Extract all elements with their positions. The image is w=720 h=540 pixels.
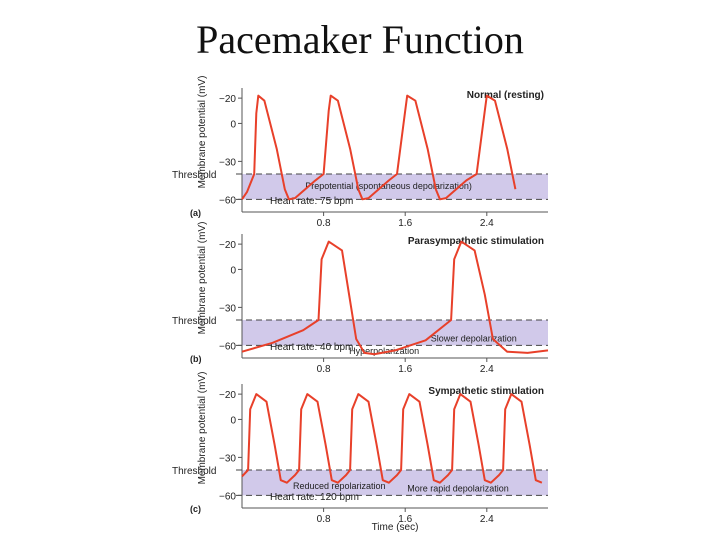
y-axis-label: Membrane potential (mV): [197, 76, 208, 189]
y-tick-label: −20: [219, 390, 236, 401]
y-tick-label: 0: [230, 119, 236, 130]
y-tick-label: −20: [219, 94, 236, 105]
threshold-band: [242, 470, 548, 496]
annotation: Prepotential (spontaneous depolarization…: [305, 181, 472, 191]
threshold-band: [242, 174, 548, 200]
y-tick-label: 0: [230, 265, 236, 276]
membrane-trace: [241, 240, 549, 356]
annotation: Hyperpolarization: [349, 346, 419, 356]
x-tick-label: 1.6: [398, 218, 412, 229]
panel-label: (b): [190, 354, 202, 364]
panel-label: (c): [190, 504, 201, 514]
x-tick-label: 0.8: [317, 218, 331, 229]
x-axis-label: Time (sec): [372, 522, 419, 533]
x-tick-label: 2.4: [480, 514, 494, 525]
threshold-label: Threshold: [172, 466, 216, 477]
panel-title: Parasympathetic stimulation: [408, 236, 544, 247]
annotation: Reduced repolarization: [293, 481, 386, 491]
panel-title: Normal (resting): [467, 90, 544, 101]
threshold-label: Threshold: [172, 170, 216, 181]
membrane-trace: [241, 393, 543, 484]
y-tick-label: 0: [230, 415, 236, 426]
membrane-trace: [241, 94, 517, 201]
heart-rate-label: Heart rate: 120 bpm: [270, 492, 359, 503]
x-tick-label: 0.8: [317, 364, 331, 375]
x-tick-label: 0.8: [317, 514, 331, 525]
annotation: Slower depolarization: [431, 334, 517, 344]
threshold-label: Threshold: [172, 316, 216, 327]
x-tick-label: 2.4: [480, 364, 494, 375]
y-axis-label: Membrane potential (mV): [197, 222, 208, 335]
y-tick-label: −60: [219, 341, 236, 352]
y-tick-label: −30: [219, 157, 236, 168]
y-tick-label: −30: [219, 303, 236, 314]
x-tick-label: 2.4: [480, 218, 494, 229]
y-tick-label: −60: [219, 491, 236, 502]
heart-rate-label: Heart rate: 75 bpm: [270, 196, 353, 207]
panel-label: (a): [190, 208, 201, 218]
x-tick-label: 1.6: [398, 364, 412, 375]
y-tick-label: −60: [219, 195, 236, 206]
annotation: More rapid depolarization: [407, 484, 509, 494]
heart-rate-label: Heart rate: 40 bpm: [270, 342, 353, 353]
y-tick-label: −30: [219, 453, 236, 464]
panel-title: Sympathetic stimulation: [428, 386, 544, 397]
x-tick-label: 1.6: [398, 514, 412, 525]
slide-title: Pacemaker Function: [196, 17, 524, 62]
y-tick-label: −20: [219, 240, 236, 251]
y-axis-label: Membrane potential (mV): [197, 372, 208, 485]
threshold-band: [242, 320, 548, 346]
